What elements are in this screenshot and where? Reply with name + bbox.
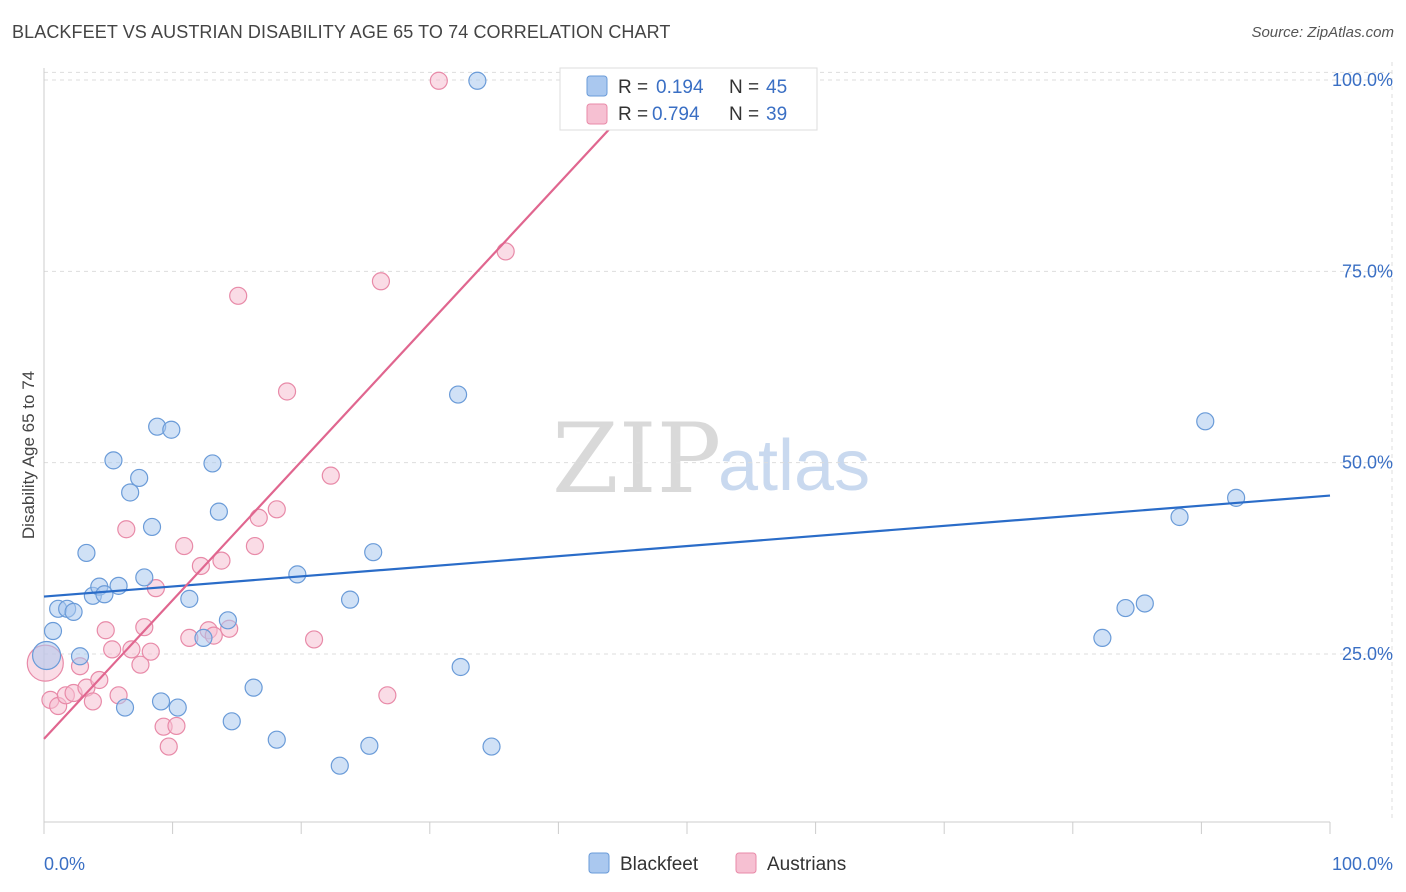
legend-n-value-blackfeet: 45 xyxy=(766,77,787,98)
blackfeet-point xyxy=(180,589,199,608)
blackfeet-point xyxy=(203,454,222,473)
bottom-legend-swatch-blackfeet xyxy=(588,852,610,874)
blackfeet-point xyxy=(1116,598,1135,618)
austrians-point xyxy=(429,71,448,90)
austrians-point xyxy=(167,716,186,736)
blackfeet-point xyxy=(70,647,90,666)
legend-r-label-blackfeet: R = xyxy=(618,77,648,98)
legend-n-label-blackfeet: N = xyxy=(729,77,759,98)
blackfeet-point xyxy=(1093,628,1112,648)
watermark-atlas: atlas xyxy=(718,426,870,506)
blackfeet-point xyxy=(244,678,263,697)
blackfeet-trend-line xyxy=(43,494,1331,598)
austrians-point xyxy=(212,551,231,570)
austrians-point xyxy=(131,655,150,674)
blackfeet-point xyxy=(288,565,307,584)
austrians-point xyxy=(83,692,102,711)
y-tick-label-75: 75.0% xyxy=(1342,261,1393,281)
trend-lines xyxy=(43,79,1331,740)
blackfeet-point xyxy=(360,736,379,755)
legend-r-value-blackfeet: 0.194 xyxy=(656,77,704,98)
blackfeet-point xyxy=(162,420,181,439)
blackfeet-point xyxy=(104,451,123,470)
blackfeet-point xyxy=(194,628,213,648)
austrians-point xyxy=(96,621,115,640)
blackfeet-point xyxy=(1135,594,1154,613)
austrians-point xyxy=(378,686,397,705)
blackfeet-point xyxy=(151,692,171,711)
legend: R = 0.194 N = 45 R = 0.794 N = 39 xyxy=(559,67,818,131)
austrians-point xyxy=(122,640,141,659)
austrians-points xyxy=(26,71,515,756)
austrians-point xyxy=(159,737,178,756)
bottom-legend-label-blackfeet: Blackfeet xyxy=(620,854,699,875)
y-tick-label-50: 50.0% xyxy=(1342,453,1393,473)
watermark: ZIP atlas xyxy=(552,403,870,515)
blackfeet-point xyxy=(95,585,114,604)
blackfeet-point xyxy=(64,602,83,621)
blackfeet-points xyxy=(31,71,1246,775)
blackfeet-point xyxy=(468,71,487,90)
blackfeet-point xyxy=(364,543,383,562)
blackfeet-point xyxy=(121,483,140,502)
austrians-point xyxy=(141,642,160,661)
source-label: Source: ZipAtlas.com xyxy=(1251,24,1394,41)
grid xyxy=(44,62,1393,822)
blackfeet-point xyxy=(130,468,149,488)
bottom-legend-label-austrians: Austrians xyxy=(767,854,846,875)
blackfeet-point xyxy=(209,502,228,521)
blackfeet-point xyxy=(115,698,135,717)
x-tick-label-min: 0.0% xyxy=(44,854,85,874)
blackfeet-point xyxy=(451,657,470,677)
blackfeet-point xyxy=(340,590,360,609)
blackfeet-point xyxy=(222,712,241,731)
austrians-point xyxy=(304,630,324,649)
blackfeet-point xyxy=(1196,412,1215,431)
y-tick-label-100: 100.0% xyxy=(1332,70,1393,90)
blackfeet-point xyxy=(1170,507,1189,527)
x-tick-label-max: 100.0% xyxy=(1332,854,1393,874)
legend-swatch-blackfeet xyxy=(586,75,608,97)
x-tick-labels: 0.0% 100.0% xyxy=(44,854,1393,874)
austrians-point xyxy=(175,536,194,556)
blackfeet-point xyxy=(43,621,63,641)
legend-n-value-austrians: 39 xyxy=(766,104,787,125)
y-tick-labels: 25.0% 50.0% 75.0% 100.0% xyxy=(1332,70,1393,664)
watermark-zip: ZIP xyxy=(552,403,721,515)
blackfeet-point xyxy=(448,385,468,404)
legend-swatch-austrians xyxy=(586,103,608,125)
austrians-point xyxy=(103,640,122,659)
bottom-legend: Blackfeet Austrians xyxy=(588,852,846,875)
austrians-point xyxy=(229,286,248,305)
austrians-point xyxy=(135,618,154,637)
austrians-point xyxy=(117,520,136,539)
blackfeet-point xyxy=(482,737,501,756)
blackfeet-point xyxy=(218,611,237,630)
austrians-point xyxy=(321,466,340,485)
blackfeet-point xyxy=(168,698,187,717)
legend-r-label-austrians: R = xyxy=(618,104,648,125)
blackfeet-point xyxy=(142,517,162,537)
y-axis-label: Disability Age 65 to 74 xyxy=(19,371,38,539)
legend-n-label-austrians: N = xyxy=(729,104,759,125)
austrians-point xyxy=(191,556,210,576)
blackfeet-point xyxy=(135,568,154,587)
austrians-point xyxy=(496,242,515,261)
austrians-point xyxy=(277,382,297,401)
austrians-trend-line xyxy=(43,79,656,740)
austrians-point xyxy=(267,500,286,519)
blackfeet-point xyxy=(267,730,286,749)
blackfeet-point xyxy=(77,543,96,563)
bottom-legend-swatch-austrians xyxy=(735,852,757,874)
legend-r-value-austrians: 0.794 xyxy=(652,104,700,125)
austrians-point xyxy=(249,508,268,527)
blackfeet-point xyxy=(31,640,62,671)
blackfeet-point xyxy=(330,756,349,775)
chart-title: BLACKFEET VS AUSTRIAN DISABILITY AGE 65 … xyxy=(12,22,671,42)
austrians-point xyxy=(371,272,391,291)
y-tick-label-25: 25.0% xyxy=(1342,644,1393,664)
austrians-point xyxy=(245,536,265,556)
